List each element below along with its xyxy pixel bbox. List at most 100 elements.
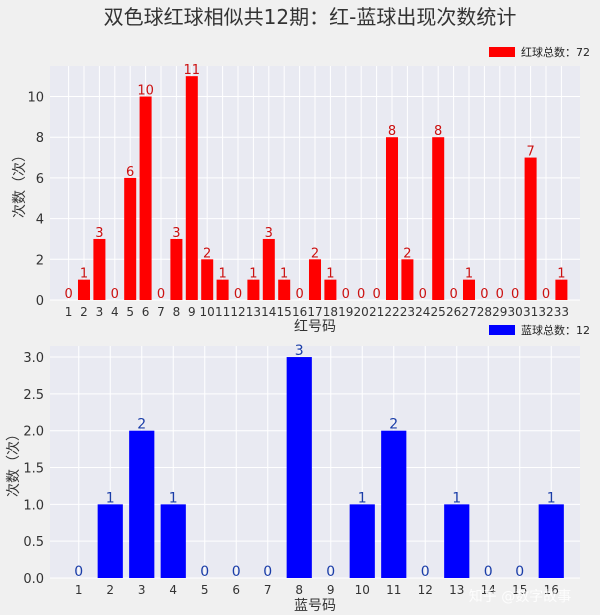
data-label: 0 [111,287,119,302]
x-tick-label: 26 [446,305,461,319]
data-label: 10 [137,84,154,99]
x-axis-label: 蓝号码 [294,598,336,614]
x-tick-label: 31 [523,305,538,319]
data-label: 0 [421,564,430,580]
data-label: 0 [295,287,303,302]
data-label: 11 [184,63,201,78]
x-tick-label: 12 [230,305,245,319]
data-label: 0 [480,287,488,302]
bar-33 [555,279,568,300]
y-tick-label: 0 [36,294,44,309]
legend: 蓝球总数：12 [489,323,590,337]
bar-23 [401,259,414,300]
x-tick-label: 10 [355,583,370,597]
y-tick-label: 2.5 [23,388,44,403]
data-label: 1 [358,490,367,506]
bar-3 [129,430,155,578]
data-label: 0 [515,564,524,580]
data-label: 1 [80,267,88,282]
data-label: 1 [169,490,178,506]
x-tick-label: 16 [292,305,307,319]
data-label: 2 [389,417,398,433]
x-tick-label: 23 [400,305,415,319]
data-label: 1 [547,490,556,506]
bar-18 [324,279,337,300]
x-tick-label: 13 [449,583,464,597]
data-label: 0 [542,287,550,302]
y-axis-label: 次数（次） [12,148,28,218]
bar-9 [185,76,198,300]
x-tick-label: 15 [512,583,527,597]
x-tick-label: 6 [142,305,150,319]
data-label: 1 [326,267,334,282]
x-tick-label: 22 [384,305,399,319]
x-tick-label: 33 [554,305,569,319]
data-label: 7 [526,145,534,160]
x-tick-label: 7 [264,583,272,597]
x-tick-label: 10 [200,305,215,319]
bar-8 [286,357,312,578]
y-tick-label: 1.0 [23,498,44,513]
data-label: 6 [126,165,134,180]
legend-swatch [489,47,515,57]
data-label: 2 [203,246,211,261]
x-tick-label: 19 [338,305,353,319]
x-tick-label: 17 [307,305,322,319]
chart-title: 双色球红球相似共12期：红-蓝球出现次数统计 [104,5,517,29]
y-tick-label: 8 [36,131,44,146]
data-label: 3 [295,343,304,359]
data-label: 0 [232,564,241,580]
x-tick-label: 20 [354,305,369,319]
data-label: 0 [64,287,72,302]
bar-10 [201,259,214,300]
data-label: 1 [106,490,115,506]
bar-10 [349,504,375,578]
data-label: 2 [137,417,146,433]
x-tick-label: 11 [386,583,401,597]
x-tick-label: 5 [201,583,209,597]
x-tick-label: 4 [169,583,177,597]
y-tick-label: 0.5 [23,535,44,550]
data-label: 0 [372,287,380,302]
bar-31 [524,157,537,300]
x-tick-label: 1 [65,305,73,319]
x-tick-label: 28 [477,305,492,319]
chart-panel-1: 0246810011233046510607381192101110121133… [12,45,590,335]
bar-14 [262,238,275,300]
data-label: 0 [511,287,519,302]
bar-13 [444,504,470,578]
x-tick-label: 8 [173,305,181,319]
x-tick-label: 30 [508,305,523,319]
y-tick-label: 2.0 [23,425,44,440]
x-tick-label: 2 [106,583,114,597]
x-tick-label: 9 [327,583,335,597]
data-label: 0 [496,287,504,302]
bar-13 [247,279,260,300]
bar-17 [308,259,322,300]
x-tick-label: 6 [232,583,240,597]
data-label: 2 [311,246,319,261]
x-tick-label: 4 [111,305,119,319]
y-tick-label: 1.5 [23,462,44,477]
x-tick-label: 15 [277,305,292,319]
chart-panel-2: 0.00.51.01.52.02.53.00112231405060738091… [6,323,590,614]
y-tick-label: 3.0 [23,351,44,366]
legend-swatch [489,325,515,335]
data-label: 1 [465,267,473,282]
data-label: 3 [265,226,273,241]
y-tick-label: 4 [36,213,44,228]
bar-2 [97,504,123,578]
data-label: 0 [326,564,335,580]
bar-27 [462,279,476,300]
data-label: 0 [357,287,365,302]
legend-label: 蓝球总数：12 [521,323,590,337]
data-label: 1 [452,490,461,506]
data-label: 0 [234,287,242,302]
x-tick-label: 14 [261,305,276,319]
data-label: 8 [388,124,396,139]
data-label: 0 [157,287,165,302]
x-tick-label: 32 [538,305,553,319]
x-tick-label: 12 [418,583,433,597]
y-tick-label: 0.0 [23,572,44,587]
